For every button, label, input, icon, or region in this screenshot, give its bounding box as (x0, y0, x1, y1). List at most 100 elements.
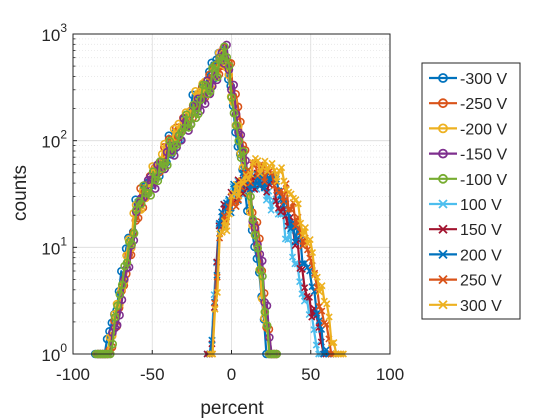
x-tick-label: 100 (376, 365, 404, 384)
data-point (318, 307, 326, 315)
data-point (230, 189, 238, 198)
legend: -300 V -250 V -200 V -150 V -100 V 100 V 150 V… (421, 62, 521, 320)
data-point (127, 239, 137, 249)
data-point (253, 243, 263, 253)
data-point (301, 223, 309, 232)
data-point (312, 341, 320, 349)
legend-item: 200 V (429, 247, 502, 264)
legend-label: -150 V (460, 147, 507, 164)
data-point (244, 175, 252, 184)
data-point (325, 313, 333, 321)
data-point (315, 302, 323, 311)
data-point (316, 288, 324, 296)
legend-marker (438, 173, 448, 184)
data-point (172, 140, 182, 149)
data-point (191, 86, 200, 96)
data-point (235, 192, 243, 200)
x-tick-label: 0 (227, 365, 236, 384)
data-point (280, 197, 288, 205)
series-300V (206, 154, 347, 358)
data-point (263, 188, 271, 196)
legend-item: -250 V (429, 96, 507, 113)
data-point (260, 184, 269, 192)
data-point (163, 160, 172, 170)
data-point (306, 235, 314, 244)
data-point (262, 321, 272, 330)
x-tick-label: -100 (56, 365, 90, 384)
data-point (301, 284, 309, 292)
legend-label: -250 V (460, 96, 507, 113)
data-point (280, 177, 288, 185)
legend-item: -300 V (429, 71, 507, 88)
data-point (113, 301, 122, 311)
data-point (251, 230, 260, 240)
data-point (223, 227, 231, 235)
data-point (313, 273, 321, 281)
legend-label: -200 V (460, 121, 507, 138)
data-point (125, 237, 134, 247)
data-point (124, 262, 134, 272)
data-point (139, 181, 148, 190)
data-point (267, 206, 275, 214)
data-point (220, 217, 229, 225)
data-point (315, 317, 323, 325)
data-point (211, 305, 219, 313)
legend-label: 200 V (460, 247, 502, 264)
legend-marker (438, 274, 448, 285)
data-point (165, 136, 175, 146)
data-point (260, 307, 270, 317)
legend-marker (438, 73, 448, 83)
axis-ticks: -100 -50 0 50 100 100 101 102 103 (41, 21, 404, 384)
data-point (248, 215, 258, 224)
data-point (193, 109, 203, 119)
data-point (220, 212, 228, 220)
data-point (284, 236, 292, 244)
data-point (186, 119, 196, 129)
data-point (270, 181, 278, 190)
legend-label: 100 V (460, 197, 502, 214)
data-point (146, 191, 156, 200)
data-point (144, 189, 153, 198)
x-tick-label: 50 (301, 365, 320, 384)
data-point (273, 177, 281, 186)
data-point (110, 312, 120, 322)
data-point (153, 176, 163, 186)
data-point (227, 93, 236, 102)
legend-marker (438, 249, 448, 260)
legend-marker (438, 300, 448, 310)
data-point (292, 196, 300, 204)
data-point (232, 121, 241, 130)
data-point (203, 89, 213, 99)
data-point (205, 87, 215, 96)
legend-label: 150 V (460, 222, 502, 239)
data-point (262, 196, 270, 204)
legend-label: -300 V (460, 71, 507, 88)
data-point (245, 207, 255, 217)
data-point (294, 200, 302, 208)
data-point (308, 313, 316, 321)
data-point (213, 288, 221, 297)
data-point (222, 40, 231, 50)
y-tick-label: 103 (41, 21, 67, 45)
data-point (308, 249, 317, 257)
data-point (182, 110, 191, 119)
legend-item: 100 V (429, 197, 502, 214)
data-point (303, 263, 311, 271)
data-point (274, 204, 283, 212)
x-tick-label: -50 (140, 365, 165, 384)
data-point (222, 52, 232, 62)
data-point (323, 300, 331, 308)
data-point (220, 42, 229, 52)
data-point (254, 157, 262, 165)
data-point (210, 60, 220, 70)
legend-label: 300 V (460, 298, 502, 315)
data-point (304, 239, 312, 248)
y-tick-label: 100 (41, 341, 67, 365)
legend-item: -100 V (429, 172, 507, 189)
data-point (217, 55, 227, 65)
data-point (287, 225, 295, 233)
legend-marker (438, 199, 448, 209)
data-point (201, 80, 210, 90)
data-point (296, 278, 304, 286)
